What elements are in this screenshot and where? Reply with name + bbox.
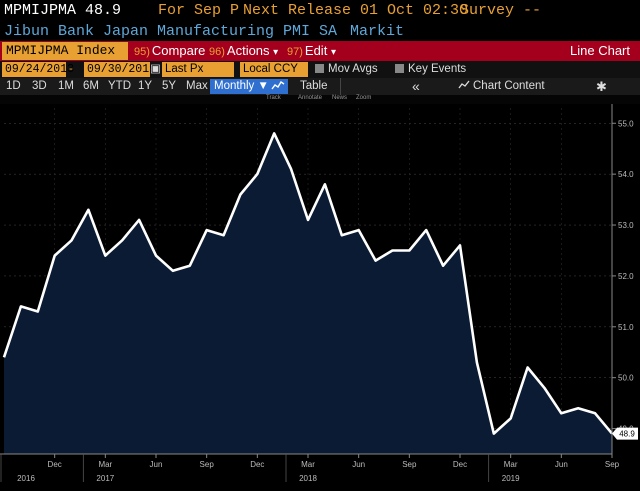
period-max[interactable]: Max [186,80,208,92]
end-date-input[interactable]: 09/30/2019 [84,62,156,77]
actions-label: Actions [226,43,270,58]
survey: Survey -- [460,2,542,19]
security-input[interactable]: MPMIJPMA Index [2,42,128,60]
chevron-down-icon: ▾ [273,47,279,58]
x-year-label: 2018 [299,474,317,483]
mov-avgs-label: Mov Avgs [328,63,378,75]
x-tick-label: Mar [301,460,315,469]
period-bar: 1D 3D 1M 6M YTD 1Y 5Y Max Monthly ▼ Tabl… [0,78,640,95]
x-tick-label: Mar [98,460,112,469]
x-tick-label: Sep [200,460,215,469]
data-source: Markit [350,23,405,40]
x-tick-label: Sep [605,460,620,469]
track-tool[interactable]: Track [266,95,281,101]
x-tick-label: Mar [504,460,518,469]
annotate-tool[interactable]: Annotate [298,95,323,101]
chevron-down-icon: ▾ [330,47,336,58]
x-tick-label: Dec [250,460,264,469]
period-1d[interactable]: 1D [6,80,21,92]
header-bar: MPMIJPMA 48.9 For Sep P Next Release 01 … [0,0,640,22]
compare-button[interactable]: 95) Compare [130,42,209,60]
description-bar: Jibun Bank Japan Manufacturing PMI SA Ma… [0,22,640,41]
x-tick-label: Jun [555,460,568,469]
toolbar-divider [340,78,341,95]
gear-icon[interactable]: ✱ [596,79,607,94]
compare-number: 95) [134,46,150,58]
price-field-select[interactable]: Last Px [162,62,234,77]
range-bar: 09/24/2013 - 09/30/2019 ▣ Last Px Local … [0,61,640,78]
last-value-badge [612,427,638,440]
series-area [4,133,612,454]
checkbox-icon [315,64,324,73]
collapse-button[interactable]: « [412,78,420,94]
mov-avgs-toggle[interactable]: Mov Avgs [315,62,378,77]
y-tick-label: 51.0 [618,323,634,332]
table-button[interactable]: Table [300,80,328,92]
chart-icon [458,80,470,89]
date-separator: - [69,63,73,75]
x-tick-label: Dec [48,460,62,469]
chart-type-label: Line Chart [570,43,630,58]
x-year-label: 2019 [502,474,520,483]
actions-button[interactable]: 96) Actions ▾ [205,42,282,60]
x-year-label: 2016 [17,474,35,483]
frequency-select[interactable]: Monthly ▼ [210,79,273,94]
edit-number: 97) [287,46,303,58]
tools-strip: Track Annotate News Zoom [0,95,640,104]
actions-number: 96) [209,46,225,58]
edit-label: Edit [304,43,328,58]
period-3d[interactable]: 3D [32,80,47,92]
y-tick-label: 53.0 [618,221,634,230]
period-ytd[interactable]: YTD [108,80,131,92]
x-year-label: 2017 [96,474,114,483]
pmi-line-chart[interactable]: 49.050.051.052.053.054.055.0 DecMarJunSe… [0,104,640,491]
x-tick-label: Dec [453,460,467,469]
y-tick-label: 55.0 [618,119,634,128]
for-period: For Sep P [158,2,240,19]
x-tick-label: Jun [150,460,163,469]
x-axis-ticks: Dec Mar Jun Sep Dec Mar Jun Sep Dec Mar Jun Sep 2016… [0,454,620,483]
currency-select[interactable]: Local CCY [240,62,308,77]
x-tick-label: Jun [352,460,365,469]
last-value-tag: 48.9 [612,427,638,440]
calendar-icon[interactable]: ▣ [150,63,161,75]
y-tick-label: 50.0 [618,374,634,383]
period-5y[interactable]: 5Y [162,80,177,92]
chart-content-button[interactable]: Chart Content [458,79,545,94]
news-tool[interactable]: News [332,95,348,101]
chart-content-label: Chart Content [473,80,545,92]
zoom-tool[interactable]: Zoom [356,95,372,101]
period-1m[interactable]: 1M [58,80,74,92]
last-value-label: 48.9 [619,430,635,439]
command-toolbar: MPMIJPMA Index 95) Compare 96) Actions ▾ 9… [0,41,640,61]
y-tick-label: 54.0 [618,170,634,179]
key-events-label: Key Events [408,63,467,75]
x-tick-label: Sep [402,460,417,469]
edit-button[interactable]: 97) Edit ▾ [283,42,340,60]
y-tick-label: 52.0 [618,272,634,281]
compare-label: Compare [151,43,206,58]
start-date-input[interactable]: 09/24/2013 [2,62,74,77]
security-description: Jibun Bank Japan Manufacturing PMI SA [4,23,338,40]
ticker-value: MPMIJPMA 48.9 [4,2,122,19]
next-release: Next Release 01 Oct 02:30 [243,2,469,19]
period-1y[interactable]: 1Y [138,80,153,92]
line-chart-icon[interactable] [268,79,288,94]
period-6m[interactable]: 6M [83,80,99,92]
key-events-toggle[interactable]: Key Events [395,62,466,77]
series-line [2,132,613,435]
checkbox-icon [395,64,404,73]
